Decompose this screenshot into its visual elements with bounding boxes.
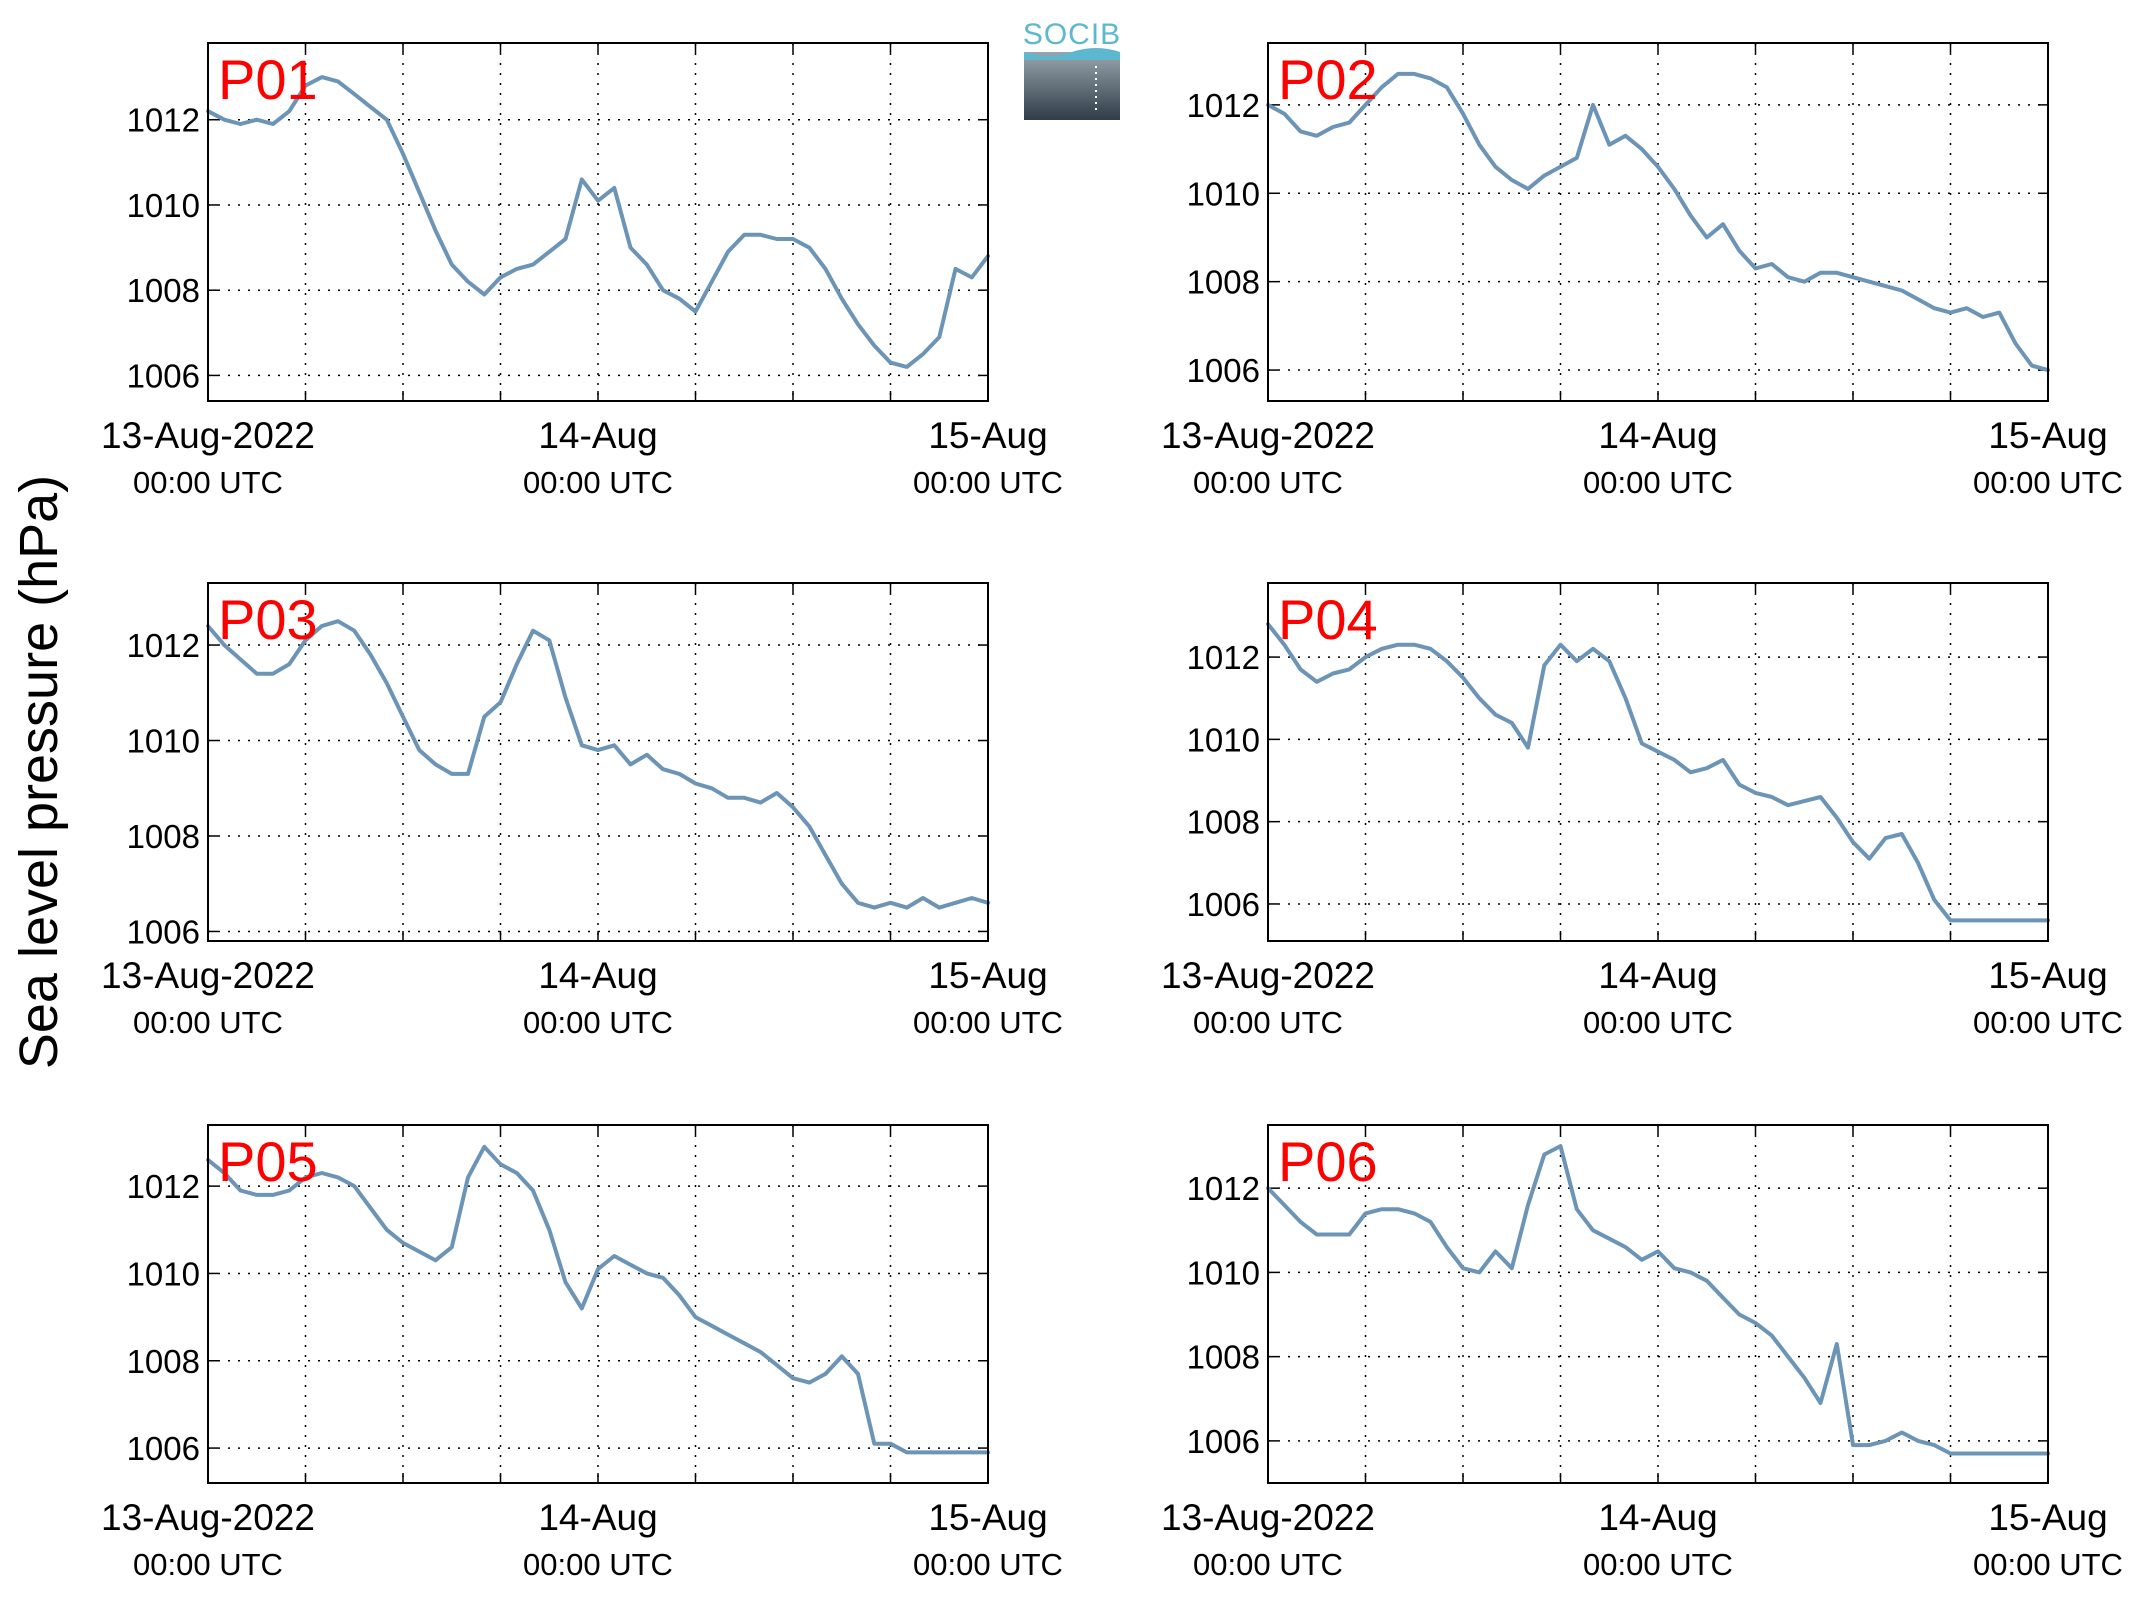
panel-p02: 1006 1008 1010 1012 P02 13-Aug-2022 00:00 UTC 1… [1161, 42, 2123, 500]
series-line-p02 [1266, 71, 2050, 373]
y-tick-label: 1010 [127, 723, 200, 760]
panel-label: P01 [218, 48, 318, 111]
x-tick-date-label: 14-Aug [538, 1497, 657, 1538]
y-tick-label: 1010 [1187, 175, 1260, 212]
panel-p03: 1006 1008 1010 1012 P03 13-Aug-2022 00:00 UTC 1… [101, 582, 1063, 1040]
x-tick-time-label: 00:00 UTC [1973, 465, 2123, 500]
x-tick-time-label: 00:00 UTC [1583, 465, 1733, 500]
series-line-p06 [1266, 1144, 2050, 1456]
panel-label: P02 [1278, 48, 1378, 111]
x-tick-date-label: 13-Aug-2022 [101, 1497, 315, 1538]
x-tick-time-label: 00:00 UTC [523, 465, 673, 500]
x-tick-date-label: 15-Aug [1988, 1497, 2107, 1538]
x-tick-time-label: 00:00 UTC [523, 1005, 673, 1040]
axes-frame [1267, 1124, 2049, 1484]
axes-frame [207, 582, 989, 942]
x-tick-date-label: 14-Aug [1598, 1497, 1717, 1538]
x-tick-time-label: 00:00 UTC [1973, 1547, 2123, 1582]
y-tick-label: 1012 [127, 102, 200, 139]
socib-logo: SOCIB [1023, 18, 1121, 120]
y-tick-label: 1008 [1187, 1339, 1260, 1376]
x-tick-time-label: 00:00 UTC [133, 1005, 283, 1040]
x-tick-time-label: 00:00 UTC [1973, 1005, 2123, 1040]
x-tick-time-label: 00:00 UTC [913, 465, 1063, 500]
socib-logo-text: SOCIB [1023, 18, 1121, 51]
axes-frame [207, 1124, 989, 1484]
x-tick-date-label: 15-Aug [928, 415, 1047, 456]
y-tick-label: 1008 [1187, 804, 1260, 841]
x-tick-date-label: 15-Aug [1988, 415, 2107, 456]
y-tick-label: 1006 [1187, 1423, 1260, 1460]
y-tick-label: 1006 [1187, 352, 1260, 389]
x-tick-date-label: 15-Aug [928, 955, 1047, 996]
x-tick-date-label: 13-Aug-2022 [1161, 415, 1375, 456]
series-line-p01 [206, 75, 990, 369]
panel-p01: 1006 1008 1010 1012 P01 13-Aug-2022 00:00 UTC 1… [101, 42, 1063, 500]
y-tick-label: 1010 [1187, 1254, 1260, 1291]
x-tick-time-label: 00:00 UTC [1193, 465, 1343, 500]
y-tick-label: 1010 [127, 1255, 200, 1292]
x-tick-time-label: 00:00 UTC [913, 1005, 1063, 1040]
x-tick-date-label: 15-Aug [1988, 955, 2107, 996]
panel-label: P03 [218, 588, 318, 651]
x-tick-date-label: 14-Aug [538, 955, 657, 996]
panel-label: P05 [218, 1130, 318, 1193]
series-line-p05 [206, 1144, 990, 1455]
panel-p06: 1006 1008 1010 1012 P06 13-Aug-2022 00:00 UTC 1… [1161, 1124, 2123, 1582]
x-tick-time-label: 00:00 UTC [1583, 1547, 1733, 1582]
axes-frame [1267, 42, 2049, 402]
x-tick-time-label: 00:00 UTC [1193, 1547, 1343, 1582]
series-line-p03 [206, 619, 990, 910]
y-tick-label: 1006 [127, 357, 200, 394]
x-tick-date-label: 14-Aug [1598, 955, 1717, 996]
panel-p05: 1006 1008 1010 1012 P05 13-Aug-2022 00:00 UTC 1… [101, 1124, 1063, 1582]
y-tick-label: 1012 [1187, 1170, 1260, 1207]
x-tick-time-label: 00:00 UTC [133, 465, 283, 500]
x-tick-date-label: 13-Aug-2022 [1161, 1497, 1375, 1538]
x-tick-date-label: 13-Aug-2022 [101, 955, 315, 996]
x-tick-time-label: 00:00 UTC [1193, 1005, 1343, 1040]
y-tick-label: 1012 [1187, 87, 1260, 124]
x-tick-time-label: 00:00 UTC [913, 1547, 1063, 1582]
series-line-p04 [1266, 622, 2050, 923]
y-tick-label: 1012 [127, 1168, 200, 1205]
x-tick-date-label: 14-Aug [1598, 415, 1717, 456]
y-tick-label: 1008 [127, 1343, 200, 1380]
axes-frame [207, 42, 989, 402]
x-tick-date-label: 13-Aug-2022 [101, 415, 315, 456]
y-tick-label: 1008 [127, 272, 200, 309]
y-tick-label: 1008 [1187, 264, 1260, 301]
y-tick-label: 1006 [127, 913, 200, 950]
y-tick-label: 1010 [127, 187, 200, 224]
y-tick-label: 1012 [1187, 639, 1260, 676]
y-tick-label: 1010 [1187, 721, 1260, 758]
y-tick-label: 1008 [127, 818, 200, 855]
panel-label: P06 [1278, 1130, 1378, 1193]
x-tick-date-label: 14-Aug [538, 415, 657, 456]
x-tick-date-label: 15-Aug [928, 1497, 1047, 1538]
x-tick-date-label: 13-Aug-2022 [1161, 955, 1375, 996]
axes-frame [1267, 582, 2049, 942]
x-tick-time-label: 00:00 UTC [523, 1547, 673, 1582]
y-axis-title: Sea level pressure (hPa) [9, 475, 69, 1069]
x-tick-time-label: 00:00 UTC [133, 1547, 283, 1582]
panel-p04: 1006 1008 1010 1012 P04 13-Aug-2022 00:00 UTC 1… [1161, 582, 2123, 1040]
y-tick-label: 1006 [127, 1430, 200, 1467]
y-tick-label: 1006 [1187, 886, 1260, 923]
y-tick-label: 1012 [127, 627, 200, 664]
x-tick-time-label: 00:00 UTC [1583, 1005, 1733, 1040]
panel-label: P04 [1278, 588, 1378, 651]
